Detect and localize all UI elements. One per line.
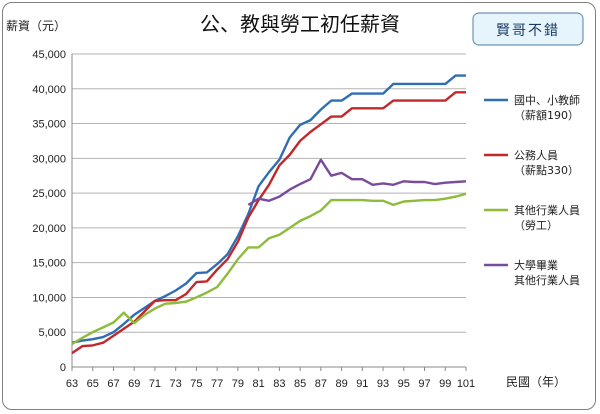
series-line-1: [71, 91, 466, 355]
x-tick-label: 99: [439, 378, 451, 390]
legend-label-2: 其他行業人員: [514, 204, 580, 217]
badge-text: 賢哥不錯: [496, 23, 560, 39]
x-tick-label: 87: [315, 378, 327, 390]
series-lines: [71, 74, 467, 355]
x-tick-label: 77: [211, 378, 223, 390]
badge: 賢哥不錯: [472, 12, 584, 46]
x-tick-label: 63: [66, 378, 78, 390]
legend-label-1: 公務人員: [514, 148, 558, 162]
x-tick-label: 95: [398, 378, 410, 390]
y-tick-label: 5,000: [38, 327, 66, 339]
y-tick-label: 20,000: [32, 223, 66, 235]
legend-label-0: 國中、小教師: [514, 94, 580, 107]
x-tick-label: 81: [253, 378, 265, 390]
y-tick-label: 0: [60, 362, 66, 374]
series-line-0: [71, 74, 466, 344]
chart-title: 公、教與勞工初任薪資: [200, 12, 400, 36]
grid: [72, 53, 466, 333]
y-tick-label: 10,000: [32, 292, 66, 304]
y-tick-label: 45,000: [32, 49, 66, 61]
y-tick-labels: 0 5,000 10,000 15,000 20,000 25,000 30,000 35,0…: [32, 49, 66, 374]
x-tick-labels: 63 65 67 69 71 73 75 77 79 81 83 85 87 89 91 93 95 97 99 10…: [66, 378, 475, 390]
x-tick-label: 83: [273, 378, 285, 390]
y-axis-label: 薪資（元）: [6, 19, 66, 33]
legend-label-2: （勞工）: [514, 218, 558, 232]
y-tick-label: 15,000: [32, 258, 66, 270]
legend-label-3: 其他行業人員: [514, 274, 580, 287]
x-tick-label: 89: [335, 378, 347, 390]
y-tick-label: 40,000: [32, 84, 66, 96]
x-tick-label: 73: [170, 378, 182, 390]
y-tick-label: 30,000: [32, 153, 66, 165]
axes: [71, 54, 467, 371]
x-tick-label: 75: [190, 378, 202, 390]
x-tick-label: 79: [232, 378, 244, 390]
x-tick-label: 71: [149, 378, 161, 390]
legend-label-1: （薪點330）: [514, 164, 579, 177]
y-tick-label: 25,000: [32, 188, 66, 200]
chart-frame: [2, 2, 596, 410]
legend-label-3: 大學畢業: [514, 258, 558, 272]
series-line-3: [247, 158, 467, 206]
legend-label-0: （薪額190）: [514, 109, 579, 122]
x-tick-label: 69: [128, 378, 140, 390]
series-line-2: [71, 192, 467, 346]
x-tick-label: 97: [418, 378, 430, 390]
x-tick-label: 91: [356, 378, 368, 390]
x-tick-label: 65: [87, 378, 99, 390]
x-tick-label: 67: [107, 378, 119, 390]
x-tick-label: 101: [457, 378, 475, 390]
legend: 國中、小教師（薪額190）公務人員（薪點330）其他行業人員（勞工）大學畢業其他…: [484, 94, 580, 287]
x-tick-label: 85: [294, 378, 306, 390]
x-axis-label: 民國（年）: [506, 375, 566, 389]
x-tick-label: 93: [377, 378, 389, 390]
badge-box: [472, 12, 584, 46]
y-tick-label: 35,000: [32, 119, 66, 131]
